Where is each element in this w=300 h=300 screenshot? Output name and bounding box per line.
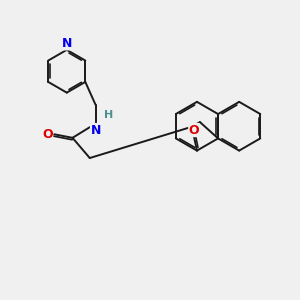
Text: O: O bbox=[189, 124, 200, 136]
Text: H: H bbox=[103, 110, 113, 120]
Text: O: O bbox=[42, 128, 52, 141]
Text: N: N bbox=[61, 37, 72, 50]
Text: N: N bbox=[91, 124, 101, 136]
